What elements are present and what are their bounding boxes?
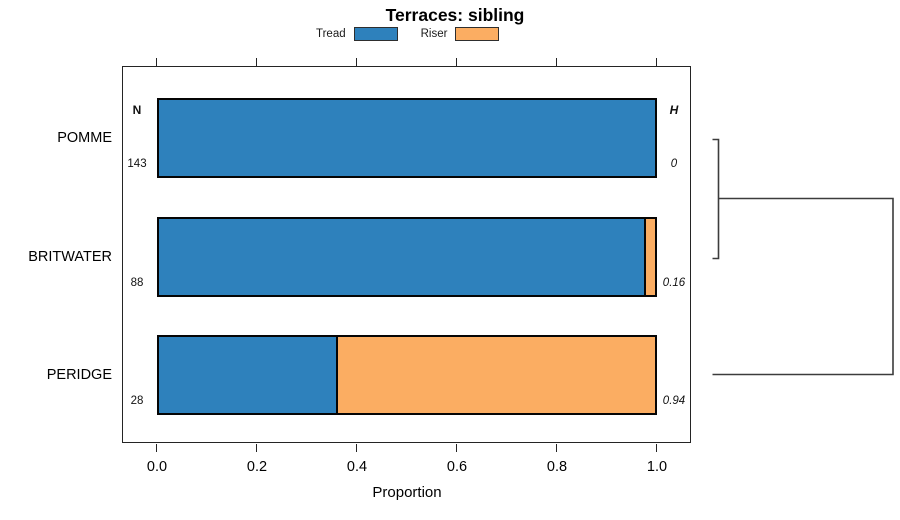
x-axis-label: Proportion xyxy=(372,484,442,501)
legend-swatch-tread xyxy=(353,27,398,41)
legend-label: Tread xyxy=(316,28,346,40)
bar-britwater xyxy=(157,217,657,297)
x-tick-label: 0.6 xyxy=(446,459,468,475)
axis-tick xyxy=(255,57,258,66)
legend-label: Riser xyxy=(420,28,448,40)
n-column-header: N xyxy=(132,103,142,117)
bar-peridge xyxy=(157,335,657,415)
bar-segment-tread xyxy=(159,100,655,176)
axis-tick xyxy=(155,443,158,452)
category-label: POMME xyxy=(57,130,112,146)
bar-segment-tread xyxy=(159,337,337,413)
n-value: 143 xyxy=(127,158,147,170)
axis-tick xyxy=(355,57,358,66)
axis-tick xyxy=(655,443,658,452)
h-column-header: H xyxy=(669,103,679,117)
category-label: BRITWATER xyxy=(28,249,112,265)
chart-title: Terraces: sibling xyxy=(385,5,525,25)
dendrogram-first-merge-bracket xyxy=(712,138,720,260)
axis-tick xyxy=(355,443,358,452)
h-value: 0.16 xyxy=(662,277,686,289)
n-value: 88 xyxy=(130,277,144,289)
n-value: 28 xyxy=(130,395,144,407)
x-tick-label: 1.0 xyxy=(646,459,668,475)
x-tick-label: 0.0 xyxy=(146,459,168,475)
axis-tick xyxy=(655,57,658,66)
axis-tick xyxy=(455,57,458,66)
bar-pomme xyxy=(157,98,657,178)
legend: Tread Riser xyxy=(316,27,500,41)
x-tick-label: 0.2 xyxy=(246,459,268,475)
legend-item-riser: Riser xyxy=(421,27,500,41)
legend-swatch-riser xyxy=(455,27,500,41)
x-tick-label: 0.4 xyxy=(346,459,368,475)
h-value: 0.94 xyxy=(662,395,686,407)
axis-tick xyxy=(255,443,258,452)
axis-tick xyxy=(555,57,558,66)
bar-segment-riser xyxy=(643,219,655,295)
dendrogram-second-merge-link xyxy=(712,197,894,376)
h-value: 0 xyxy=(670,158,678,170)
x-tick-label: 0.8 xyxy=(546,459,568,475)
axis-tick xyxy=(455,443,458,452)
axis-tick xyxy=(155,57,158,66)
legend-item-tread: Tread xyxy=(316,27,398,41)
axis-tick xyxy=(555,443,558,452)
bar-segment-riser xyxy=(336,337,655,413)
category-label: PERIDGE xyxy=(46,367,112,383)
bar-segment-tread xyxy=(159,219,644,295)
